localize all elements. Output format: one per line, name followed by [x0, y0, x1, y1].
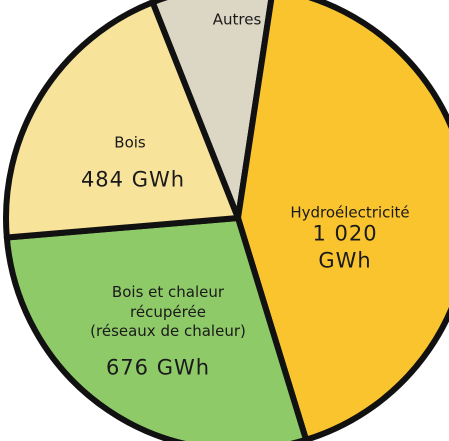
value-label: 1 020 GWh — [312, 221, 378, 273]
pie-slice — [235, 0, 449, 441]
pie-slice — [3, 0, 241, 241]
slice-label: Hydroélectricité — [290, 203, 410, 222]
slice-label: Autres — [212, 10, 262, 29]
slice-label: Bois — [114, 133, 146, 152]
value-label: 484 GWh — [80, 167, 186, 192]
value-label: 676 GWh — [105, 355, 211, 380]
pie-slice — [149, 0, 275, 221]
pie-slice — [3, 215, 310, 441]
slice-label: Bois et chaleur récupérée (réseaux de ch… — [90, 282, 246, 340]
